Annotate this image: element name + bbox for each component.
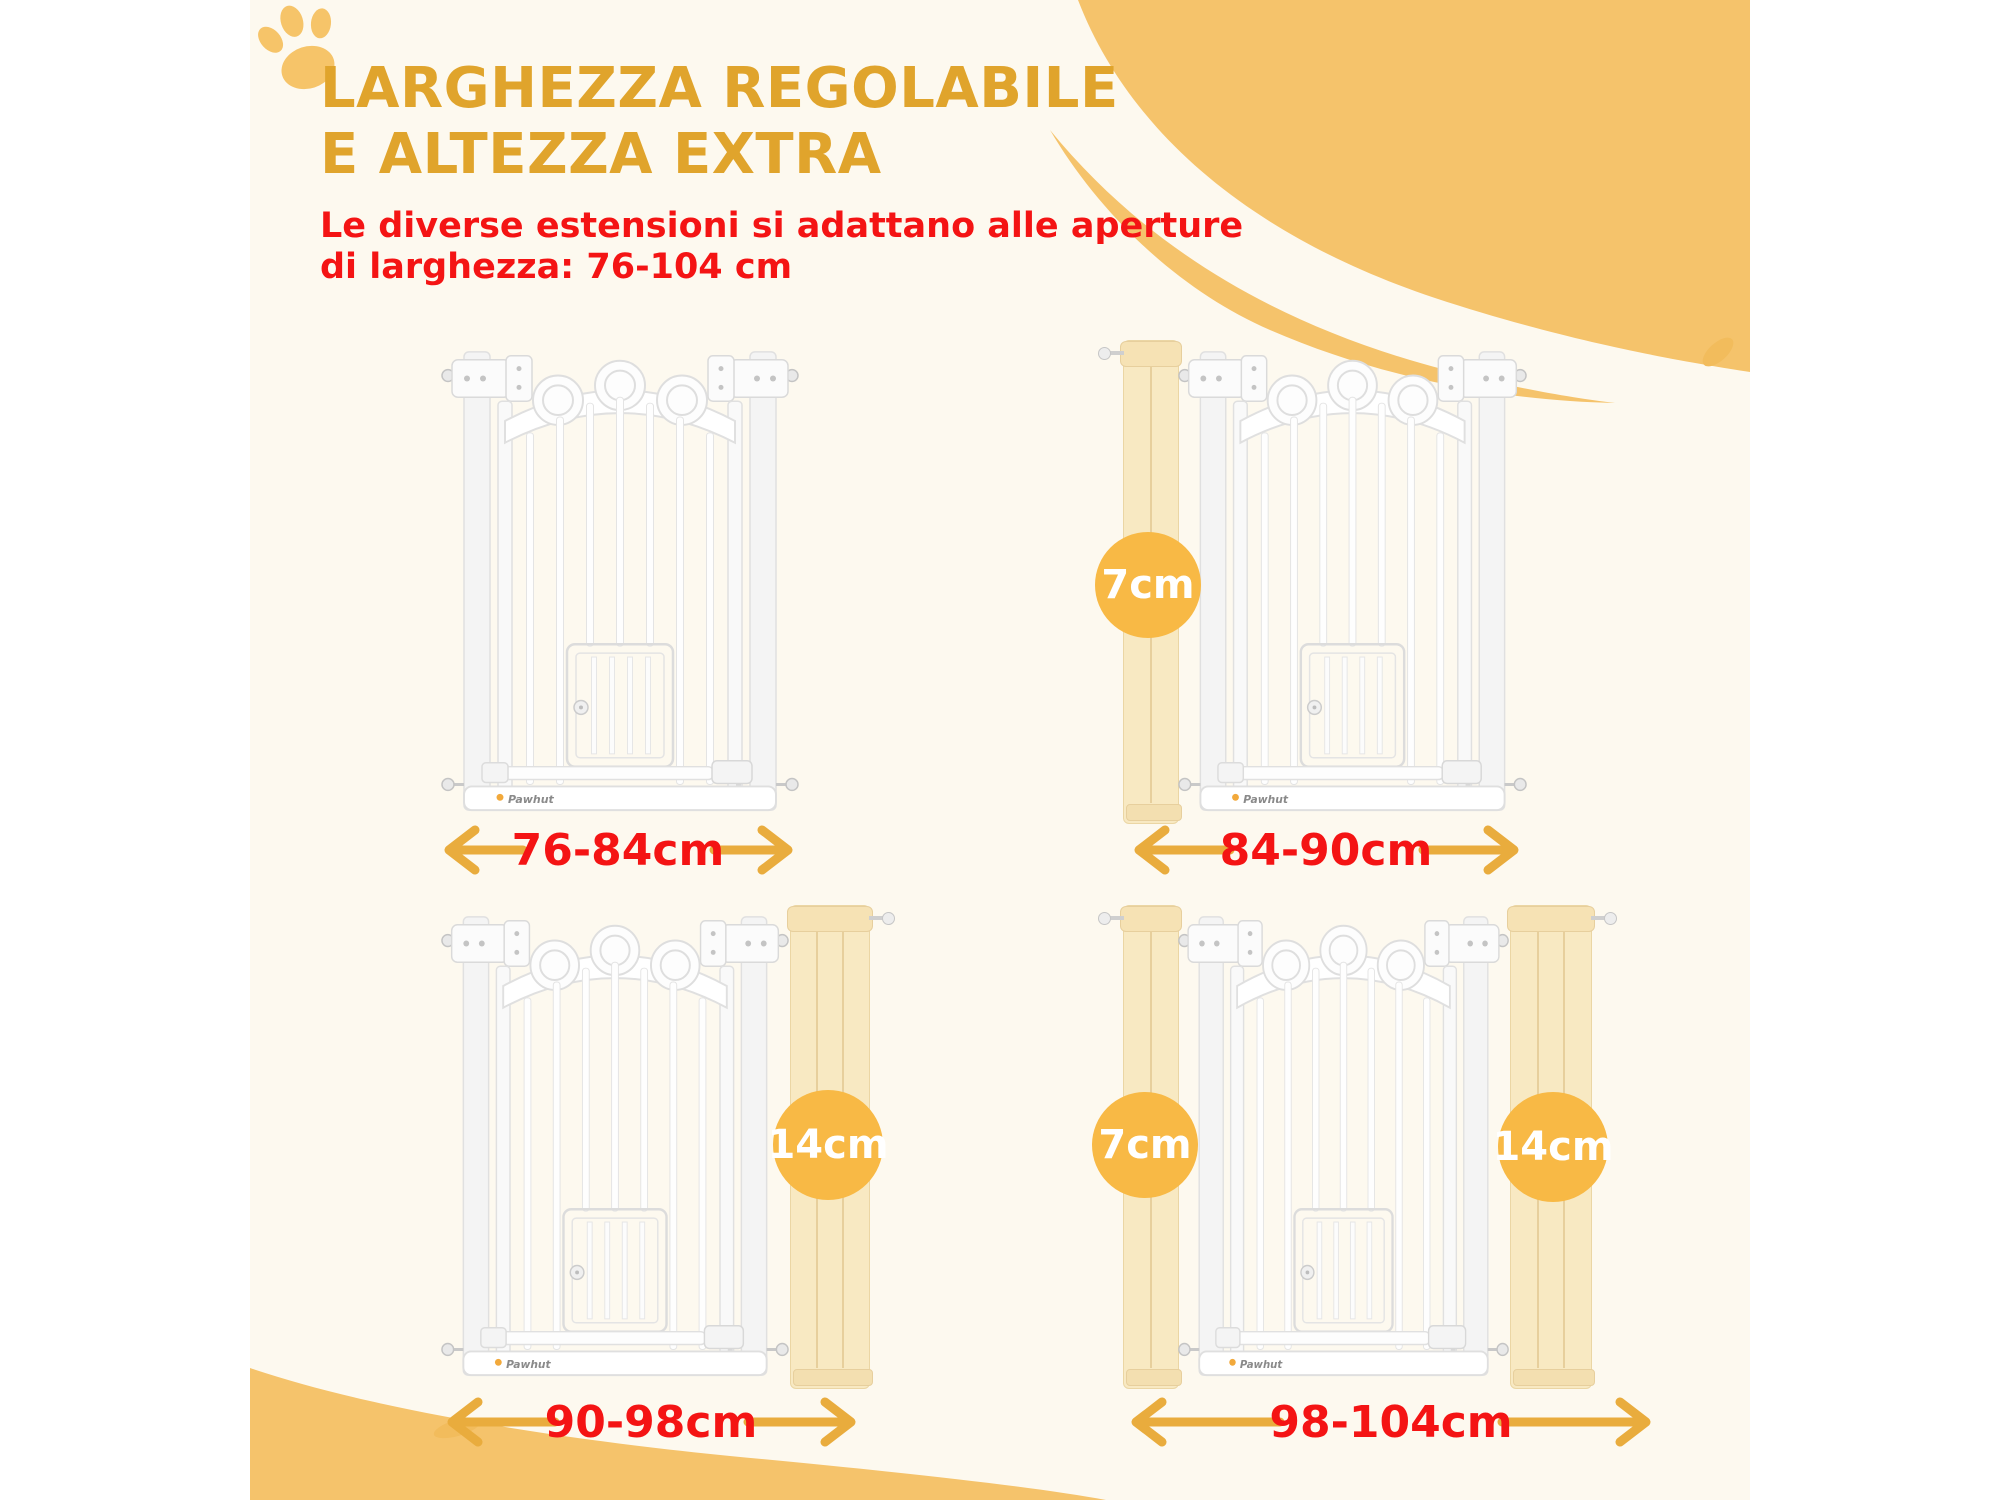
dimension-label-90-98: 90-98cm (447, 1397, 856, 1448)
size-badge-14cm: 14cm (767, 1090, 889, 1200)
dimension-range-text: 98-104cm (1269, 1397, 1512, 1448)
size-badge-text: 14cm (1492, 1124, 1614, 1170)
dimension-label-84-90: 84-90cm (1134, 825, 1519, 876)
page-subtitle-line1: Le diverse estensioni si adattano alle a… (320, 206, 1244, 246)
arrow-right-icon (743, 1397, 856, 1447)
dimension-range-text: 84-90cm (1220, 825, 1433, 876)
arrow-left-icon (1131, 1397, 1285, 1447)
arrow-left-icon (447, 1397, 560, 1447)
gate-illustration-90-98 (440, 903, 790, 1387)
size-badge-text: 14cm (767, 1122, 889, 1168)
arrow-left-icon (1134, 825, 1235, 875)
page-title-line1: LARGHEZZA REGOLABILE (320, 56, 1119, 121)
content-area: LARGHEZZA REGOLABILE E ALTEZZA EXTRA Le … (250, 0, 1750, 1500)
dimension-label-76-84: 76-84cm (444, 825, 793, 876)
dimension-label-98-104: 98-104cm (1131, 1397, 1651, 1448)
gate-illustration-84-90 (1177, 338, 1528, 822)
leaf-icon (1702, 337, 1734, 367)
dimension-range-text: 90-98cm (545, 1397, 758, 1448)
gate-illustration-76-84 (440, 338, 800, 822)
size-badge-14cm: 14cm (1492, 1092, 1614, 1202)
size-badge-text: 7cm (1098, 1122, 1192, 1168)
gate-illustration-98-104 (1177, 903, 1510, 1387)
page-subtitle: Le diverse estensioni si adattano alle a… (320, 206, 1243, 288)
page-subtitle-line2: di larghezza: 76-104 cm (320, 247, 793, 287)
arrow-right-icon (709, 825, 793, 875)
size-badge-7cm: 7cm (1095, 532, 1201, 638)
paw-icon (258, 5, 335, 90)
page-title-line2: E ALTEZZA EXTRA (320, 122, 882, 187)
size-badge-7cm: 7cm (1092, 1092, 1198, 1198)
arrow-right-icon (1497, 1397, 1651, 1447)
arrow-right-icon (1418, 825, 1519, 875)
dimension-range-text: 76-84cm (512, 825, 725, 876)
arrow-left-icon (444, 825, 528, 875)
page-title: LARGHEZZA REGOLABILE E ALTEZZA EXTRA (320, 56, 1119, 188)
size-badge-text: 7cm (1101, 562, 1195, 608)
